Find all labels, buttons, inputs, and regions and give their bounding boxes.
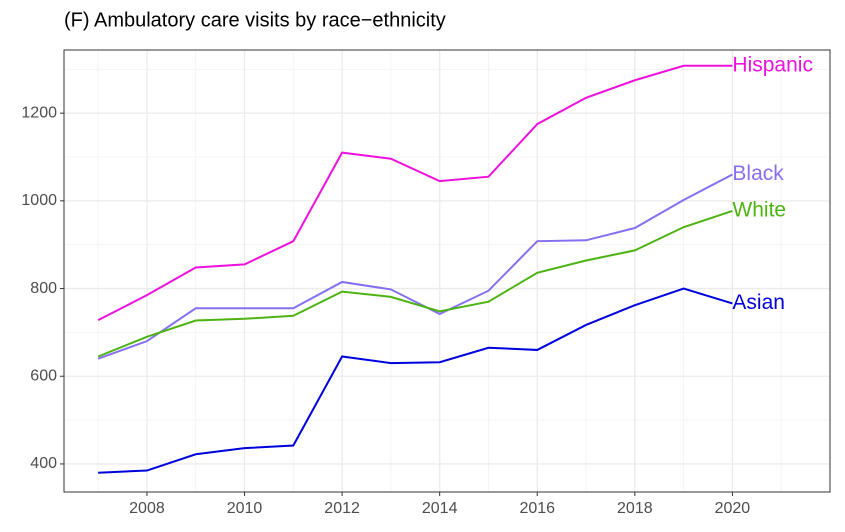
series-line <box>97 64 733 322</box>
series-line <box>97 209 733 358</box>
series-label: Hispanic <box>732 53 813 76</box>
x-tick-label: 2016 <box>519 500 555 517</box>
series-line <box>98 287 733 474</box>
series-label: Black <box>732 162 784 185</box>
x-tick-label: 2008 <box>129 500 165 517</box>
series-label: White <box>732 198 786 221</box>
y-tick-label: 800 <box>30 280 57 297</box>
chart-title: (F) Ambulatory care visits by race−ethni… <box>64 9 446 31</box>
y-tick-label: 1000 <box>21 192 57 209</box>
x-tick-label: 2010 <box>227 500 263 517</box>
y-tick-label: 1200 <box>21 104 57 121</box>
x-tick-label: 2014 <box>422 500 458 517</box>
y-tick-label: 600 <box>30 367 57 384</box>
series-line <box>97 173 733 360</box>
x-tick-label: 2012 <box>324 500 360 517</box>
x-tick-label: 2020 <box>715 500 751 517</box>
y-tick-label: 400 <box>30 455 57 472</box>
x-tick-label: 2018 <box>617 500 653 517</box>
panel-border <box>63 49 831 493</box>
series-label: Asian <box>732 291 785 314</box>
